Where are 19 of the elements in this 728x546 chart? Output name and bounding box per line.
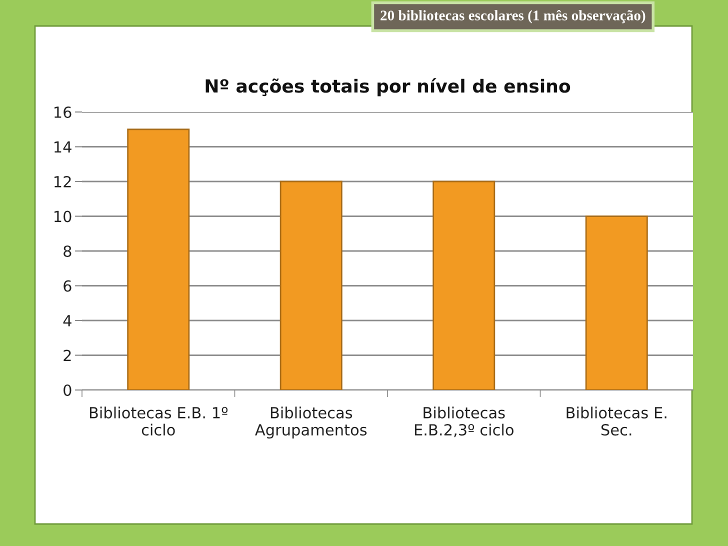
- x-tick-label: Bibliotecas E.B. 1º ciclo: [90, 406, 228, 436]
- y-tick-label: 2: [64, 350, 71, 362]
- y-tick-label: 6: [64, 280, 72, 292]
- y-tick-label: 12: [54, 176, 71, 188]
- y-tick-label: 10: [54, 210, 72, 222]
- y-tick-label: 8: [64, 245, 72, 258]
- chart-title: Nº acções totais por nível de ensino: [206, 78, 570, 96]
- x-tick-label: Bibliotecas Agrupamentos: [255, 406, 367, 439]
- y-tick-label: 0: [64, 384, 72, 396]
- bar: [280, 180, 342, 390]
- y-tick-label: 14: [54, 141, 72, 153]
- y-tick-label: 4: [63, 315, 72, 326]
- bar: [585, 216, 648, 390]
- x-tick-label: Bibliotecas E.B.2,3º ciclo: [414, 406, 514, 438]
- x-tick-label: Bibliotecas E. Sec.: [566, 406, 666, 436]
- bar: [127, 128, 190, 390]
- text: 20 bibliotecas escolares (1 mês observação): [380, 10, 646, 24]
- bar: [432, 180, 496, 390]
- y-tick-label: 16: [54, 106, 72, 118]
